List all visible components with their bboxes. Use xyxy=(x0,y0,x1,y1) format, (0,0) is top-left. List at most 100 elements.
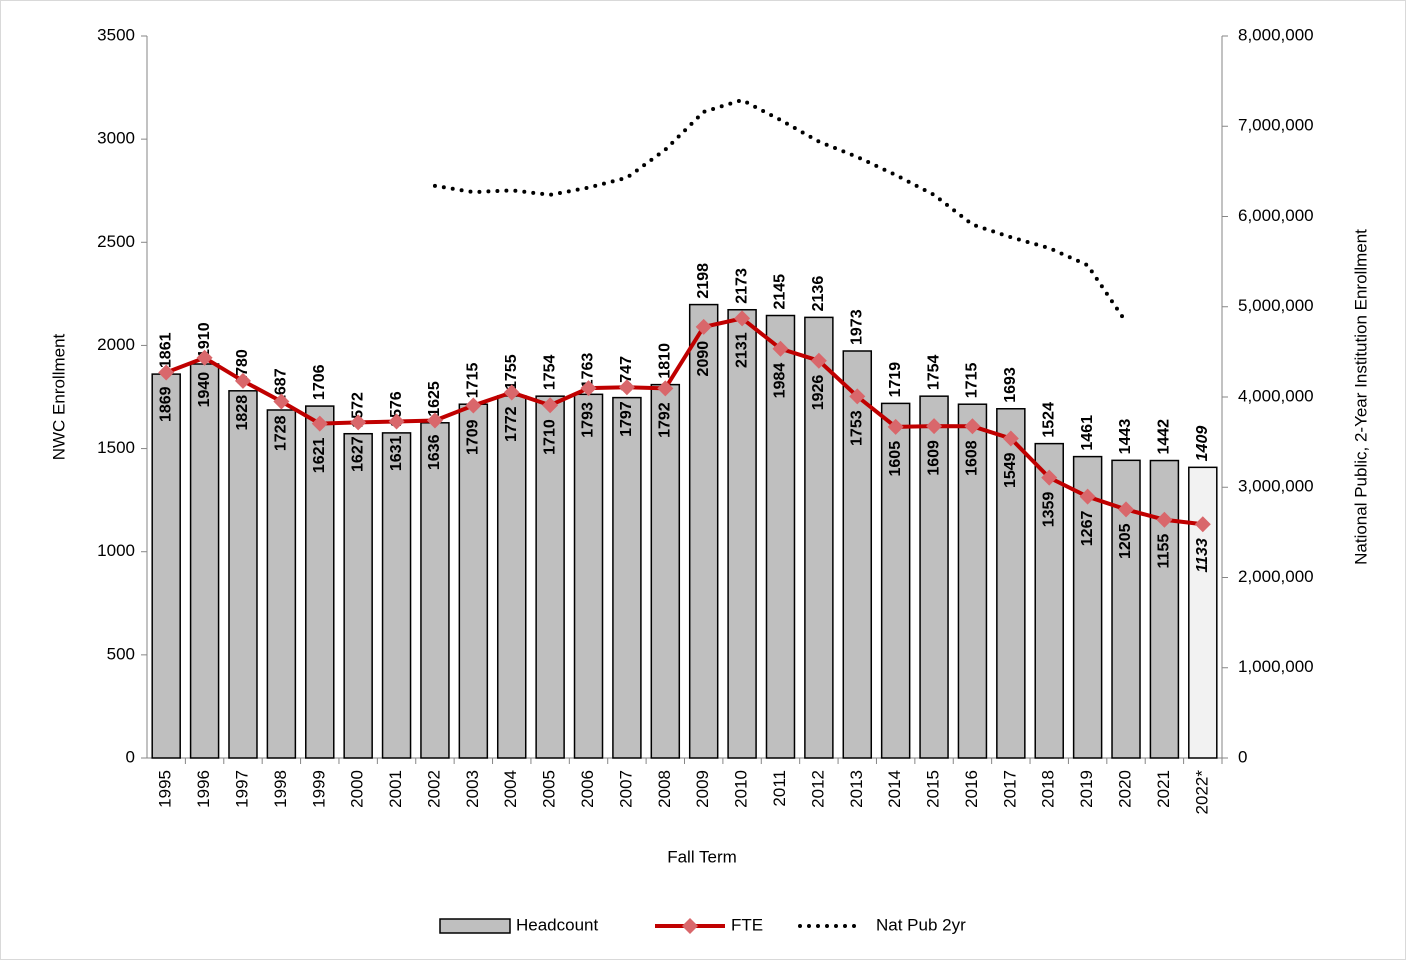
bar-label: 1719 xyxy=(887,362,904,398)
fte-label: 2090 xyxy=(695,341,712,377)
bar-label: 1861 xyxy=(157,332,174,368)
x-tick-label: 2002 xyxy=(424,770,443,808)
bar-label: 1715 xyxy=(465,363,482,399)
bar xyxy=(880,402,911,759)
x-tick-label: 2001 xyxy=(386,770,405,808)
x-tick-label: 1996 xyxy=(194,770,213,808)
bar xyxy=(266,409,297,759)
fte-marker xyxy=(1002,430,1019,447)
y2-axis-title: National Public, 2-Year Institution Enro… xyxy=(1351,229,1370,565)
bar xyxy=(957,403,988,759)
bar xyxy=(996,408,1026,759)
fte-marker xyxy=(657,380,674,397)
fte-label: 1155 xyxy=(1156,534,1173,569)
y2-tick-label: 5,000,000 xyxy=(1238,296,1314,315)
fte-label: 1609 xyxy=(925,440,942,476)
bar xyxy=(765,314,796,759)
bar xyxy=(228,390,258,759)
fte-label: 1984 xyxy=(772,363,789,399)
fte-marker xyxy=(734,310,751,327)
x-tick-label: 2012 xyxy=(808,770,827,808)
x-tick-label: 2021 xyxy=(1154,770,1173,808)
fte-label: 1792 xyxy=(657,402,674,438)
bar xyxy=(919,395,949,759)
bar xyxy=(804,316,834,759)
legend-label: FTE xyxy=(731,915,763,934)
x-tick-label: 2011 xyxy=(770,770,789,807)
bar-label: 1754 xyxy=(925,354,942,390)
bar xyxy=(420,422,450,759)
fte-label: 1133 xyxy=(1194,538,1211,573)
y-tick-label: 3000 xyxy=(97,129,135,148)
bar-label: 1461 xyxy=(1079,415,1096,451)
fte-marker xyxy=(273,393,290,410)
fte-marker xyxy=(465,397,482,414)
bar xyxy=(1072,455,1103,759)
x-tick-label: 2010 xyxy=(732,770,751,808)
bar-label: 1625 xyxy=(426,381,443,417)
bar-label: 1910 xyxy=(196,322,213,358)
nat-pub-line xyxy=(432,97,1129,325)
bar xyxy=(189,363,220,759)
fte-marker xyxy=(810,352,827,369)
x-tick-label: 2005 xyxy=(540,770,559,808)
fte-marker xyxy=(772,340,789,357)
fte-marker xyxy=(503,384,520,401)
fte-label: 1797 xyxy=(618,401,635,437)
y2-tick-label: 1,000,000 xyxy=(1238,657,1314,676)
legend-marker xyxy=(682,918,698,934)
fte-marker xyxy=(1041,469,1058,486)
fte-label: 2131 xyxy=(733,332,750,368)
bar-label: 2198 xyxy=(695,263,712,299)
y2-tick-label: 0 xyxy=(1238,747,1247,766)
legend-swatch xyxy=(439,918,511,934)
x-tick-label: 1999 xyxy=(309,770,328,808)
bar xyxy=(343,432,373,759)
x-tick-label: 1997 xyxy=(232,770,251,808)
fte-label: 1608 xyxy=(964,440,981,476)
bar xyxy=(1149,459,1180,759)
fte-marker xyxy=(388,413,405,430)
x-tick-label: 2006 xyxy=(578,770,597,808)
x-tick-label: 2004 xyxy=(501,770,520,808)
bar xyxy=(305,405,335,759)
bar-label: 1715 xyxy=(964,363,981,399)
y-tick-label: 3500 xyxy=(97,25,135,44)
fte-label: 1709 xyxy=(465,419,482,455)
y2-tick-label: 7,000,000 xyxy=(1238,116,1314,135)
bar-label: 1693 xyxy=(1002,367,1019,403)
fte-marker xyxy=(158,364,175,381)
y-tick-label: 0 xyxy=(126,747,135,766)
x-axis-title: Fall Term xyxy=(667,847,737,866)
fte-marker xyxy=(311,415,328,432)
bar-label: 1443 xyxy=(1117,419,1134,455)
y2-tick-label: 2,000,000 xyxy=(1238,567,1314,586)
x-tick-label: 2008 xyxy=(655,770,674,808)
fte-marker xyxy=(426,412,443,429)
fte-label: 1753 xyxy=(848,410,865,446)
fte-label: 1627 xyxy=(349,436,366,472)
y2-tick-label: 8,000,000 xyxy=(1238,25,1314,44)
x-tick-label: 2007 xyxy=(616,770,635,808)
fte-label: 1621 xyxy=(311,438,328,474)
fte-label: 1828 xyxy=(234,395,251,431)
bar-label: 1442 xyxy=(1156,419,1173,455)
bar-label: 1754 xyxy=(541,354,558,390)
bar-label: 1747 xyxy=(618,356,635,392)
bar-label: 1810 xyxy=(657,343,674,379)
x-tick-label: 2017 xyxy=(1000,770,1019,808)
fte-label: 1631 xyxy=(388,435,405,471)
fte-marker xyxy=(964,418,981,435)
y2-tick-label: 3,000,000 xyxy=(1238,477,1314,496)
fte-label: 1205 xyxy=(1117,523,1134,559)
bar-label: 1687 xyxy=(273,368,290,404)
fte-marker xyxy=(542,397,559,414)
x-tick-label: 2022* xyxy=(1192,770,1211,815)
fte-marker xyxy=(1156,511,1173,528)
bar-label: 2173 xyxy=(733,268,750,304)
x-tick-label: 2000 xyxy=(348,770,367,808)
bar xyxy=(688,303,719,759)
y-tick-label: 1000 xyxy=(97,541,135,560)
fte-marker xyxy=(234,372,251,389)
